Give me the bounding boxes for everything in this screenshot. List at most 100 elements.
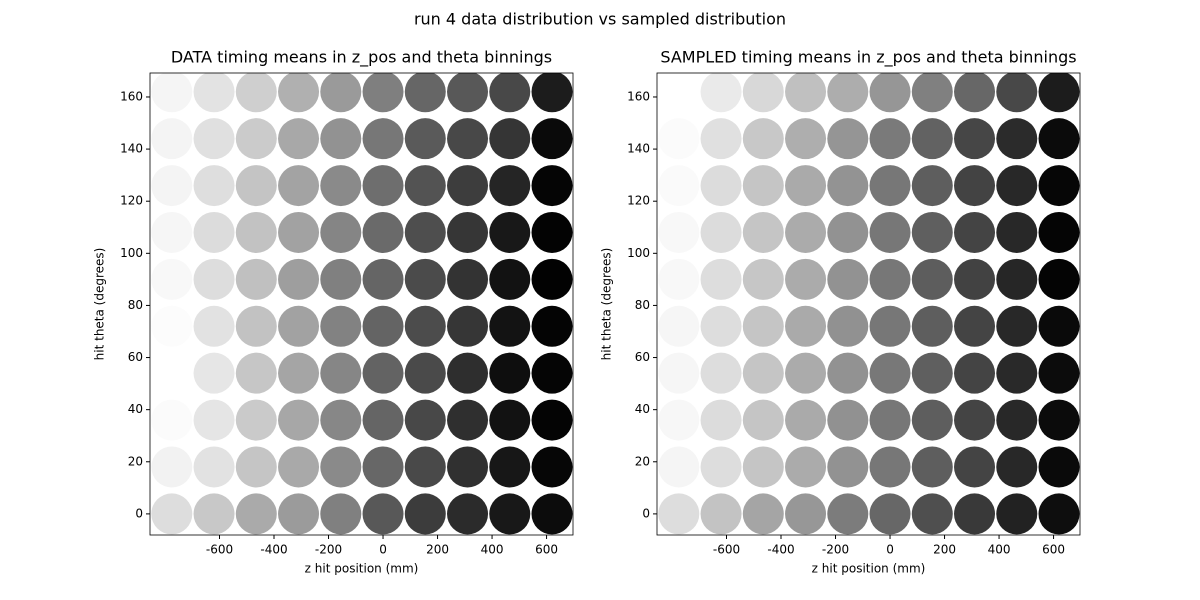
y-axis-label: hit theta (degrees)	[600, 248, 614, 361]
point	[785, 352, 827, 394]
point	[447, 352, 489, 394]
point	[827, 399, 869, 441]
point	[151, 399, 193, 441]
point	[869, 211, 911, 253]
x-tick-label: -200	[315, 543, 342, 557]
point	[235, 211, 277, 253]
point	[489, 446, 531, 488]
point	[320, 352, 362, 394]
point	[151, 305, 193, 347]
point	[869, 118, 911, 160]
point	[447, 118, 489, 160]
point	[996, 399, 1038, 441]
point	[954, 118, 996, 160]
point	[320, 118, 362, 160]
point	[658, 211, 700, 253]
point	[362, 493, 404, 535]
point	[1038, 73, 1080, 113]
point	[531, 165, 573, 207]
point	[1038, 305, 1080, 347]
point	[362, 258, 404, 300]
point	[278, 211, 320, 253]
y-tick-label: 60	[635, 350, 650, 364]
axes-title: DATA timing means in z_pos and theta bin…	[171, 48, 552, 68]
point	[151, 352, 193, 394]
point	[320, 305, 362, 347]
y-tick-label: 160	[120, 89, 143, 103]
point	[362, 446, 404, 488]
point	[235, 73, 277, 113]
point	[827, 493, 869, 535]
point	[658, 118, 700, 160]
point	[489, 258, 531, 300]
point	[278, 118, 320, 160]
point	[404, 211, 446, 253]
point	[869, 399, 911, 441]
point	[742, 258, 784, 300]
point	[742, 305, 784, 347]
y-tick-label: 0	[135, 506, 143, 520]
x-tick-label: -600	[206, 543, 233, 557]
point	[193, 118, 235, 160]
point	[1038, 258, 1080, 300]
point	[489, 118, 531, 160]
point	[404, 493, 446, 535]
point	[700, 493, 742, 535]
point	[235, 165, 277, 207]
point	[278, 73, 320, 113]
point	[151, 258, 193, 300]
point	[911, 118, 953, 160]
point	[278, 493, 320, 535]
point	[193, 305, 235, 347]
point	[235, 352, 277, 394]
point	[785, 493, 827, 535]
point	[404, 446, 446, 488]
point	[278, 165, 320, 207]
point	[235, 493, 277, 535]
x-tick-label: 0	[379, 543, 387, 557]
y-tick-label: 120	[120, 194, 143, 208]
point	[447, 305, 489, 347]
point	[911, 258, 953, 300]
point	[658, 258, 700, 300]
point	[700, 399, 742, 441]
point	[996, 118, 1038, 160]
axes-title: SAMPLED timing means in z_pos and theta …	[660, 48, 1076, 68]
point	[447, 493, 489, 535]
x-tick-label: 400	[988, 543, 1011, 557]
point	[700, 118, 742, 160]
y-tick-label: 120	[627, 194, 650, 208]
point	[869, 352, 911, 394]
point	[193, 73, 235, 113]
point	[911, 73, 953, 113]
y-tick-label: 140	[120, 142, 143, 156]
point	[151, 211, 193, 253]
point	[869, 446, 911, 488]
y-tick-label: 160	[627, 89, 650, 103]
point	[869, 73, 911, 113]
point	[362, 305, 404, 347]
point	[531, 352, 573, 394]
y-tick-label: 60	[128, 350, 143, 364]
point	[742, 165, 784, 207]
point	[489, 165, 531, 207]
point	[911, 352, 953, 394]
x-tick-label: -400	[260, 543, 287, 557]
point	[531, 399, 573, 441]
point	[193, 399, 235, 441]
point	[531, 258, 573, 300]
point	[996, 165, 1038, 207]
point	[362, 118, 404, 160]
point	[827, 165, 869, 207]
point	[911, 399, 953, 441]
point	[1038, 165, 1080, 207]
point	[1038, 399, 1080, 441]
point	[1038, 446, 1080, 488]
point	[954, 73, 996, 113]
point	[320, 399, 362, 441]
point	[320, 446, 362, 488]
point	[489, 399, 531, 441]
point	[827, 446, 869, 488]
point	[278, 305, 320, 347]
point	[785, 258, 827, 300]
